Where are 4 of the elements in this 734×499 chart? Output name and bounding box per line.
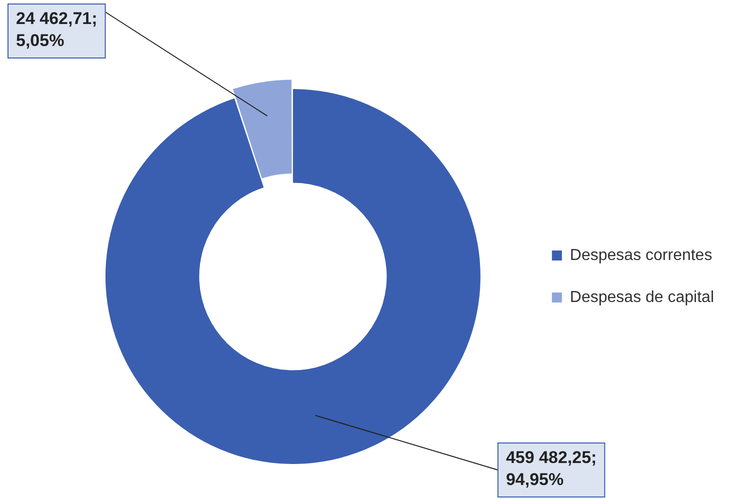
legend-label: Despesas de capital: [570, 288, 714, 306]
data-label: 24 462,71; 5,05%: [16, 9, 98, 50]
data-label: 459 482,25; 94,95%: [506, 448, 597, 490]
legend-label: Despesas correntes: [570, 246, 712, 264]
